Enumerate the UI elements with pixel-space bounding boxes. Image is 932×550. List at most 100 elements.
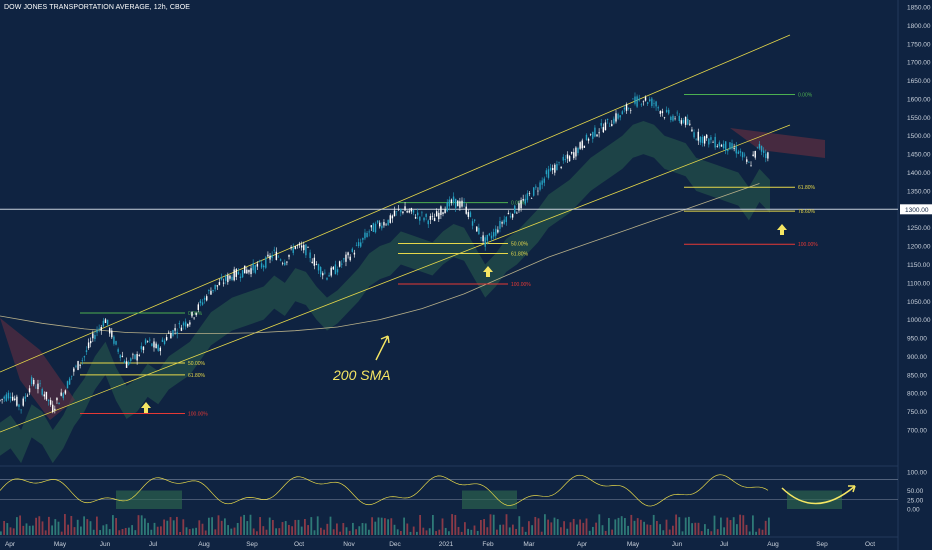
- volume-bar: [604, 530, 607, 535]
- candle-body: [454, 198, 457, 208]
- volume-bar: [412, 526, 415, 535]
- candle-body: [41, 388, 43, 395]
- candle-body: [79, 364, 81, 366]
- volume-bar: [454, 514, 457, 535]
- candle-body: [518, 203, 520, 211]
- candle-body: [402, 211, 404, 214]
- volume-bar: [310, 517, 313, 535]
- candle-body: [372, 223, 375, 232]
- volume-bar: [57, 521, 60, 535]
- candle-body: [47, 399, 50, 402]
- candle-body: [400, 209, 402, 213]
- volume-bar: [476, 530, 479, 535]
- volume-bar: [400, 530, 402, 535]
- current-price-box: [900, 204, 932, 215]
- volume-bar: [579, 519, 581, 535]
- candle-body: [178, 323, 181, 325]
- candle-body: [670, 116, 672, 121]
- volume-bar: [364, 523, 367, 535]
- candle-body: [111, 330, 113, 338]
- candle-body: [579, 142, 581, 149]
- volume-bar: [464, 522, 466, 535]
- sma-annotation-label: 200 SMA: [332, 367, 391, 383]
- volume-bar: [134, 530, 137, 535]
- candle-body: [412, 210, 415, 213]
- volume-bar: [32, 525, 34, 535]
- candle-body: [549, 167, 552, 171]
- candle-body: [277, 256, 280, 258]
- volume-bar: [547, 519, 549, 535]
- volume-bar: [6, 523, 9, 535]
- candle-body: [292, 247, 294, 253]
- candle-body: [539, 182, 541, 190]
- candle-body: [659, 110, 662, 114]
- volume-bar: [51, 525, 53, 535]
- candle-body: [374, 223, 377, 233]
- candle-body: [653, 103, 655, 104]
- candle-body: [478, 227, 480, 235]
- candle-body: [39, 383, 41, 385]
- candle-body: [305, 244, 307, 256]
- candle-body: [442, 212, 444, 215]
- candle-body: [334, 264, 337, 275]
- candle-body: [336, 269, 339, 273]
- price-tick-label: 1200.00: [907, 244, 931, 251]
- volume-bar: [278, 528, 281, 535]
- candle-body: [20, 409, 22, 411]
- volume-bar: [288, 524, 290, 535]
- candle-body: [562, 156, 564, 161]
- volume-bar: [688, 516, 690, 535]
- volume-bar: [601, 525, 604, 535]
- volume-bar: [332, 529, 335, 535]
- volume-bar: [684, 517, 687, 535]
- candle-body: [606, 118, 609, 121]
- annotation-arrows: [141, 224, 787, 413]
- candle-body: [615, 113, 617, 122]
- volume-bar: [672, 525, 674, 535]
- candle-body: [750, 165, 752, 166]
- volume-bar: [748, 531, 751, 535]
- volume-bar: [768, 517, 770, 535]
- candle-body: [345, 254, 347, 262]
- candle-body: [26, 395, 29, 397]
- volume-bar: [425, 530, 428, 535]
- volume-bar: [352, 522, 354, 535]
- volume-bar: [502, 524, 505, 535]
- candle-body: [429, 216, 432, 220]
- volume-bar: [96, 516, 98, 535]
- volume-bar: [233, 527, 236, 535]
- time-label: Sep: [246, 541, 258, 548]
- candle-body: [427, 220, 429, 225]
- candle-body: [410, 208, 413, 212]
- volume-bar: [342, 523, 345, 535]
- volume-bar: [89, 521, 92, 535]
- candle-body: [182, 322, 185, 326]
- volume-bar: [323, 529, 325, 535]
- candle-body: [319, 267, 322, 275]
- volume-bar: [224, 518, 226, 535]
- candle-body: [64, 390, 67, 394]
- ichimoku-cloud: [0, 121, 825, 464]
- candle-body: [528, 193, 531, 194]
- volume-bar: [220, 520, 223, 535]
- volume-bar: [249, 514, 252, 535]
- volume-bar: [582, 522, 585, 535]
- candle-body: [161, 339, 164, 342]
- candle-body: [421, 212, 423, 214]
- candle-body: [760, 145, 763, 152]
- candle-body: [262, 265, 265, 268]
- volume-bar: [537, 518, 540, 535]
- candle-body: [701, 136, 704, 144]
- candle-body: [611, 124, 613, 127]
- candle-body: [203, 297, 206, 300]
- candle-body: [630, 110, 632, 111]
- volume-bar: [166, 520, 169, 535]
- candle-body: [558, 161, 560, 163]
- volume-bar: [630, 514, 633, 535]
- candle-body: [66, 381, 69, 389]
- volume-bar: [470, 529, 473, 535]
- volume-bar: [627, 525, 629, 535]
- candle-body: [503, 219, 505, 224]
- candle-body: [368, 231, 370, 233]
